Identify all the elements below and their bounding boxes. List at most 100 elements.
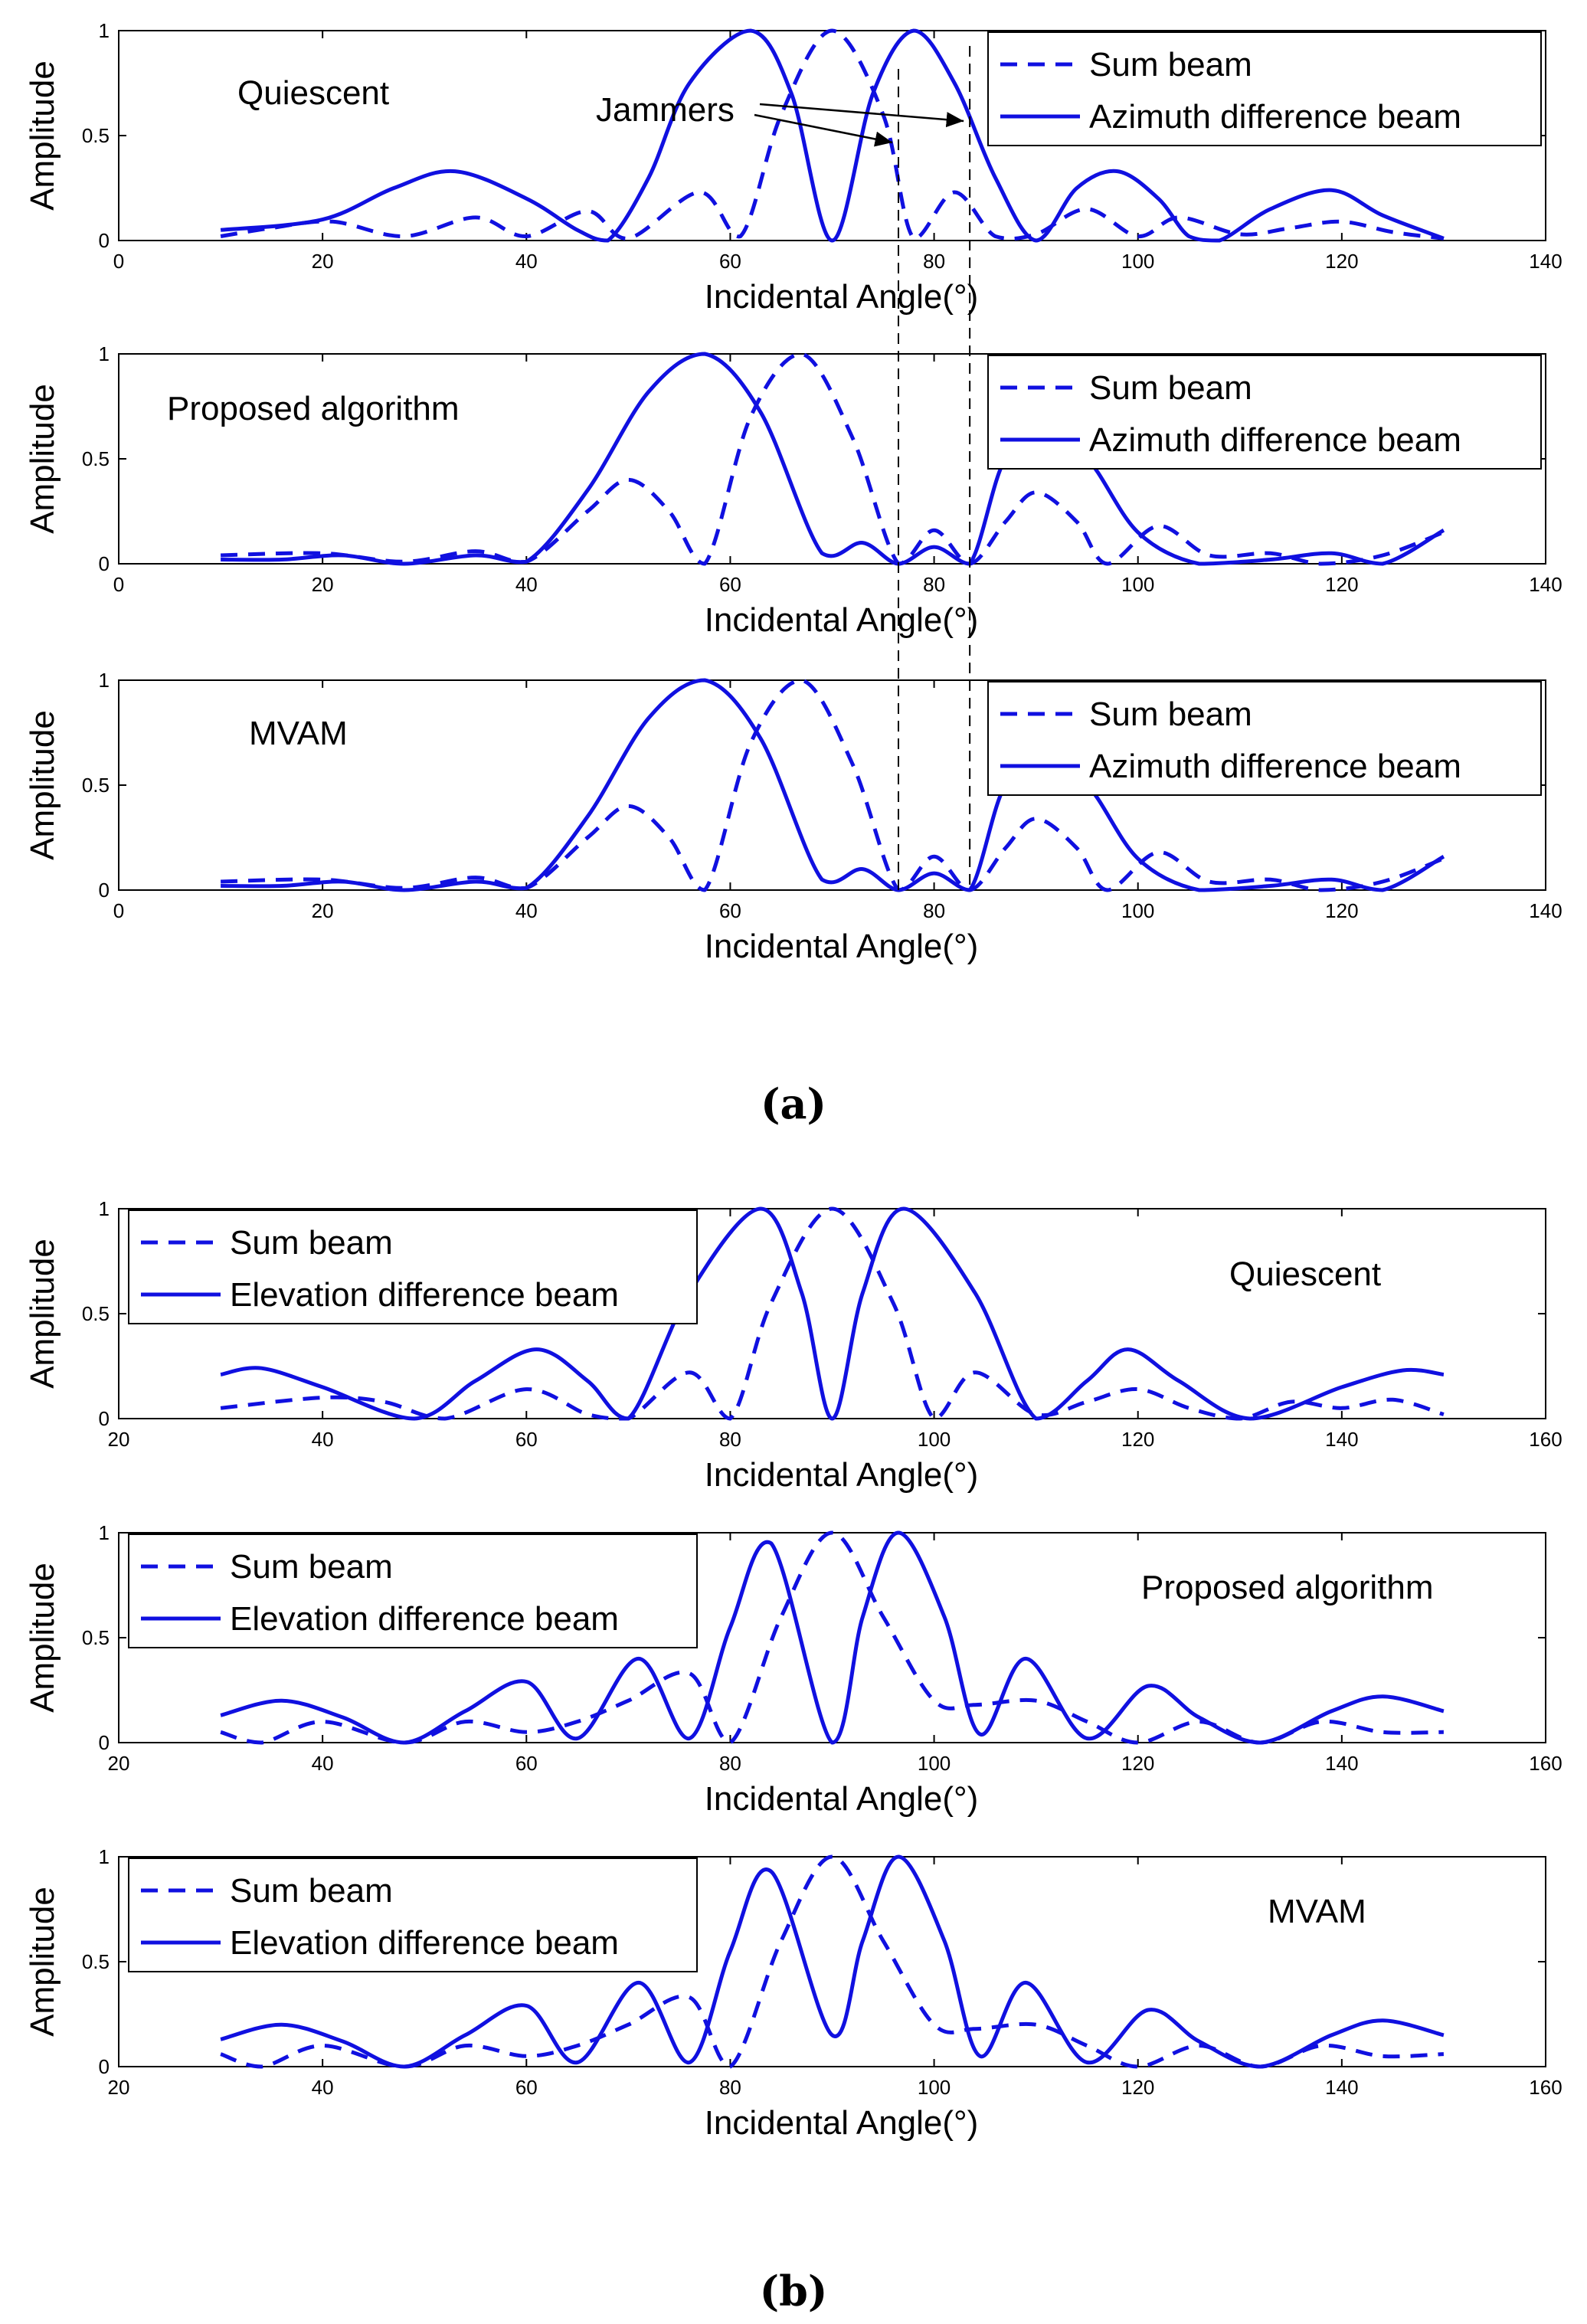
x-tick-label: 0 <box>113 250 124 273</box>
y-tick-label: 0 <box>99 1407 110 1430</box>
legend-box <box>987 31 1542 146</box>
x-tick-label: 0 <box>113 899 124 922</box>
series-line-difference-beam <box>221 352 1445 566</box>
series-line-difference-beam <box>220 28 1445 243</box>
x-tick-label: 160 <box>1529 1752 1562 1775</box>
x-tick-label: 20 <box>108 2076 130 2099</box>
legend-box <box>128 1209 698 1324</box>
legend: Sum beam Azimuth difference beam <box>987 355 1542 470</box>
y-axis-label: Amplitude <box>24 710 61 860</box>
x-tick-label: 40 <box>312 1428 334 1451</box>
x-tick-label: 80 <box>923 573 945 596</box>
y-tick-label: 0 <box>99 2055 110 2078</box>
legend: Sum beam Azimuth difference beam <box>987 31 1542 146</box>
x-tick-label: 40 <box>515 573 538 596</box>
caption-a: (a) <box>761 1079 826 1128</box>
x-tick-label: 40 <box>515 250 538 273</box>
x-axis-label: Incidental Angle(°) <box>705 928 979 965</box>
legend: Sum beam Azimuth difference beam <box>987 681 1542 796</box>
series-line-difference-beam <box>221 678 1445 892</box>
subplot-a-1: 0 20 40 60 80 100 120 140 0 0.5 1 Incidental Angle(… <box>24 19 1562 316</box>
y-tick-label: 0.5 <box>82 1302 110 1325</box>
panel-annotation: Proposed algorithm <box>1141 1569 1434 1606</box>
y-axis-label: Amplitude <box>24 1887 61 2037</box>
y-tick-label: 1 <box>99 19 110 42</box>
x-tick-label: 100 <box>918 1752 951 1775</box>
subplot-b-1: 20 40 60 80 100 120 140 160 0 0.5 1 Incidental Angl… <box>24 1197 1562 1494</box>
x-tick-label: 20 <box>312 250 334 273</box>
x-tick-label: 20 <box>108 1752 130 1775</box>
legend: Sum beam Elevation difference beam <box>128 1858 698 1972</box>
x-tick-label: 0 <box>113 573 124 596</box>
x-tick-label: 20 <box>312 573 334 596</box>
panel-annotation: Quiescent <box>237 74 389 112</box>
x-tick-label: 60 <box>515 1428 538 1451</box>
x-tick-label: 100 <box>1121 250 1154 273</box>
y-tick-label: 1 <box>99 1845 110 1868</box>
subplot-a-2: 0 20 40 60 80 100 120 140 0 0.5 1 Incidental Angle(… <box>24 342 1562 639</box>
legend: Sum beam Elevation difference beam <box>128 1209 698 1324</box>
subplot-b-2: 20 40 60 80 100 120 140 160 0 0.5 1 Incidental Angl… <box>24 1521 1562 1818</box>
y-axis-label: Amplitude <box>24 61 61 211</box>
y-tick-label: 0 <box>99 879 110 902</box>
x-tick-label: 100 <box>918 1428 951 1451</box>
x-tick-label: 160 <box>1529 1428 1562 1451</box>
legend: Sum beam Elevation difference beam <box>128 1534 698 1648</box>
series-line-sum-beam <box>220 28 1445 241</box>
panel-annotation: Quiescent <box>1229 1255 1381 1293</box>
jammer-arrow-1 <box>754 113 893 147</box>
panel-annotation: MVAM <box>1268 1893 1366 1930</box>
legend-label: Azimuth difference beam <box>1089 748 1461 785</box>
y-tick-label: 1 <box>99 1521 110 1544</box>
x-axis-label: Incidental Angle(°) <box>705 601 979 639</box>
x-tick-label: 120 <box>1121 2076 1154 2099</box>
y-tick-label: 0.5 <box>82 124 110 147</box>
legend-box <box>987 355 1542 470</box>
x-tick-label: 40 <box>515 899 538 922</box>
x-tick-label: 80 <box>719 2076 741 2099</box>
legend-label: Elevation difference beam <box>230 1276 619 1314</box>
legend-label: Sum beam <box>230 1872 393 1910</box>
legend-box <box>128 1858 698 1972</box>
x-tick-label: 120 <box>1121 1428 1154 1451</box>
legend-label: Sum beam <box>230 1548 393 1586</box>
x-tick-label: 140 <box>1325 1752 1358 1775</box>
legend-label: Azimuth difference beam <box>1089 98 1461 136</box>
x-tick-label: 60 <box>719 250 741 273</box>
legend-label: Sum beam <box>1089 369 1252 407</box>
x-tick-label: 40 <box>312 2076 334 2099</box>
x-tick-label: 80 <box>719 1752 741 1775</box>
x-tick-label: 20 <box>108 1428 130 1451</box>
x-axis-label: Incidental Angle(°) <box>705 1780 979 1818</box>
x-tick-label: 80 <box>719 1428 741 1451</box>
x-axis-label: Incidental Angle(°) <box>705 2104 979 2142</box>
jammer-annotation: Jammers <box>596 46 971 890</box>
series-line-difference-beam <box>220 1206 1445 1421</box>
x-tick-label: 100 <box>918 2076 951 2099</box>
y-tick-label: 0.5 <box>82 447 110 470</box>
legend-label: Elevation difference beam <box>230 1600 619 1638</box>
series-line-difference-beam <box>220 1530 1445 1745</box>
x-tick-label: 60 <box>719 573 741 596</box>
y-tick-label: 1 <box>99 669 110 692</box>
legend-label: Sum beam <box>1089 696 1252 733</box>
x-tick-label: 60 <box>515 2076 538 2099</box>
legend-box <box>128 1534 698 1648</box>
x-tick-label: 120 <box>1325 250 1358 273</box>
panel-annotation: MVAM <box>249 715 348 752</box>
y-tick-label: 0 <box>99 1731 110 1754</box>
subplot-b-3: 20 40 60 80 100 120 140 160 0 0.5 1 Incidental Angl… <box>24 1845 1562 2142</box>
legend-label: Sum beam <box>230 1224 393 1262</box>
x-tick-label: 40 <box>312 1752 334 1775</box>
subplot-a-3: 0 20 40 60 80 100 120 140 0 0.5 1 Incidental Angle(… <box>24 669 1562 965</box>
y-tick-label: 0.5 <box>82 774 110 797</box>
x-tick-label: 160 <box>1529 2076 1562 2099</box>
y-axis-label: Amplitude <box>24 1239 61 1389</box>
x-tick-label: 120 <box>1325 573 1358 596</box>
legend-label: Azimuth difference beam <box>1089 421 1461 459</box>
x-tick-label: 60 <box>515 1752 538 1775</box>
legend-box <box>987 681 1542 796</box>
x-tick-label: 120 <box>1121 1752 1154 1775</box>
x-axis-label: Incidental Angle(°) <box>705 1456 979 1494</box>
